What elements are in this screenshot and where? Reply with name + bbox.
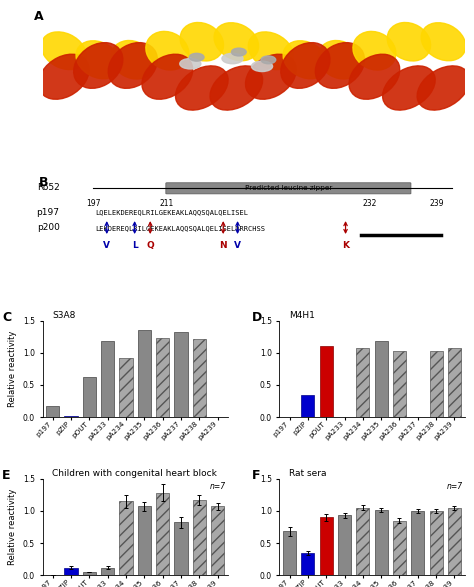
Ellipse shape bbox=[248, 32, 293, 70]
Bar bbox=[393, 521, 406, 575]
Text: LQELEKDEREQLRILGEKEAKLAQQSQALQELISEL: LQELEKDEREQLRILGEKEAKLAQQSQALQELISEL bbox=[95, 210, 248, 215]
Ellipse shape bbox=[142, 54, 192, 99]
Bar bbox=[119, 358, 133, 417]
Bar bbox=[448, 348, 461, 417]
Bar bbox=[193, 339, 206, 417]
Text: n=7: n=7 bbox=[447, 481, 463, 491]
Text: K: K bbox=[342, 241, 349, 251]
Text: N: N bbox=[219, 241, 227, 251]
Bar bbox=[338, 515, 351, 575]
Text: n=7: n=7 bbox=[210, 481, 226, 491]
Ellipse shape bbox=[76, 41, 120, 79]
Text: L: L bbox=[132, 241, 137, 251]
Ellipse shape bbox=[189, 53, 204, 61]
Y-axis label: Relative reactivity: Relative reactivity bbox=[9, 330, 18, 407]
Bar bbox=[429, 511, 443, 575]
Bar bbox=[429, 351, 443, 417]
Bar bbox=[411, 511, 424, 575]
Ellipse shape bbox=[417, 66, 470, 110]
Ellipse shape bbox=[261, 56, 276, 64]
Bar bbox=[174, 522, 188, 575]
Text: 211: 211 bbox=[160, 200, 174, 208]
Text: Children with congenital heart block: Children with congenital heart block bbox=[52, 469, 217, 478]
Text: S3A8: S3A8 bbox=[52, 311, 75, 320]
Text: p200: p200 bbox=[36, 224, 60, 232]
Bar bbox=[301, 394, 314, 417]
Bar bbox=[83, 572, 96, 575]
Ellipse shape bbox=[349, 54, 400, 99]
Bar bbox=[138, 507, 151, 575]
Text: V: V bbox=[234, 241, 241, 251]
Text: D: D bbox=[252, 311, 262, 324]
Bar bbox=[301, 553, 314, 575]
Ellipse shape bbox=[210, 66, 263, 110]
Bar bbox=[101, 568, 114, 575]
Text: Ro52: Ro52 bbox=[37, 183, 60, 193]
Bar bbox=[283, 531, 296, 575]
Ellipse shape bbox=[421, 23, 465, 60]
Ellipse shape bbox=[38, 54, 89, 99]
Text: C: C bbox=[2, 311, 11, 324]
Ellipse shape bbox=[353, 31, 396, 70]
Ellipse shape bbox=[214, 23, 259, 60]
Bar bbox=[448, 508, 461, 575]
Bar bbox=[64, 568, 78, 575]
Text: B: B bbox=[38, 176, 48, 188]
Ellipse shape bbox=[387, 22, 430, 61]
Text: M4H1: M4H1 bbox=[289, 311, 315, 320]
Bar bbox=[83, 377, 96, 417]
Bar bbox=[101, 341, 114, 417]
Bar bbox=[356, 348, 369, 417]
Bar bbox=[193, 500, 206, 575]
Ellipse shape bbox=[283, 41, 328, 79]
Bar bbox=[156, 493, 169, 575]
Text: Q: Q bbox=[146, 241, 154, 251]
Bar bbox=[64, 416, 78, 417]
Ellipse shape bbox=[111, 41, 155, 79]
FancyBboxPatch shape bbox=[166, 183, 411, 194]
Ellipse shape bbox=[315, 43, 365, 88]
Ellipse shape bbox=[180, 59, 201, 69]
Ellipse shape bbox=[175, 66, 228, 110]
Ellipse shape bbox=[383, 66, 435, 110]
Bar bbox=[374, 510, 388, 575]
Text: LEKDEREQLRILGEKEAKLAQQSQALQELISELDRRCHSS: LEKDEREQLRILGEKEAKLAQQSQALQELISELDRRCHSS bbox=[95, 225, 265, 231]
Text: E: E bbox=[2, 469, 10, 482]
Ellipse shape bbox=[281, 43, 330, 88]
Y-axis label: Relative reactivity: Relative reactivity bbox=[9, 489, 18, 565]
Bar bbox=[356, 508, 369, 575]
Text: A: A bbox=[34, 9, 44, 23]
Ellipse shape bbox=[73, 43, 123, 88]
Text: F: F bbox=[252, 469, 260, 482]
Bar bbox=[138, 330, 151, 417]
Text: Predicted leucine zipper: Predicted leucine zipper bbox=[245, 185, 332, 191]
Ellipse shape bbox=[108, 43, 157, 88]
Bar bbox=[46, 406, 59, 417]
Bar bbox=[211, 507, 224, 575]
Ellipse shape bbox=[41, 32, 86, 70]
Bar bbox=[374, 341, 388, 417]
Bar bbox=[319, 346, 333, 417]
Text: 197: 197 bbox=[86, 200, 100, 208]
Bar bbox=[119, 501, 133, 575]
Ellipse shape bbox=[146, 31, 189, 70]
Text: V: V bbox=[103, 241, 110, 251]
Ellipse shape bbox=[180, 22, 224, 61]
Bar bbox=[319, 517, 333, 575]
Text: 239: 239 bbox=[430, 200, 444, 208]
Text: 232: 232 bbox=[363, 200, 377, 208]
Ellipse shape bbox=[246, 54, 296, 99]
Bar bbox=[156, 338, 169, 417]
Ellipse shape bbox=[318, 41, 362, 79]
Ellipse shape bbox=[252, 61, 273, 72]
Ellipse shape bbox=[231, 48, 246, 56]
Bar bbox=[393, 352, 406, 417]
Ellipse shape bbox=[222, 53, 243, 64]
Text: Rat sera: Rat sera bbox=[289, 469, 326, 478]
Text: p197: p197 bbox=[36, 208, 60, 217]
Bar bbox=[174, 332, 188, 417]
